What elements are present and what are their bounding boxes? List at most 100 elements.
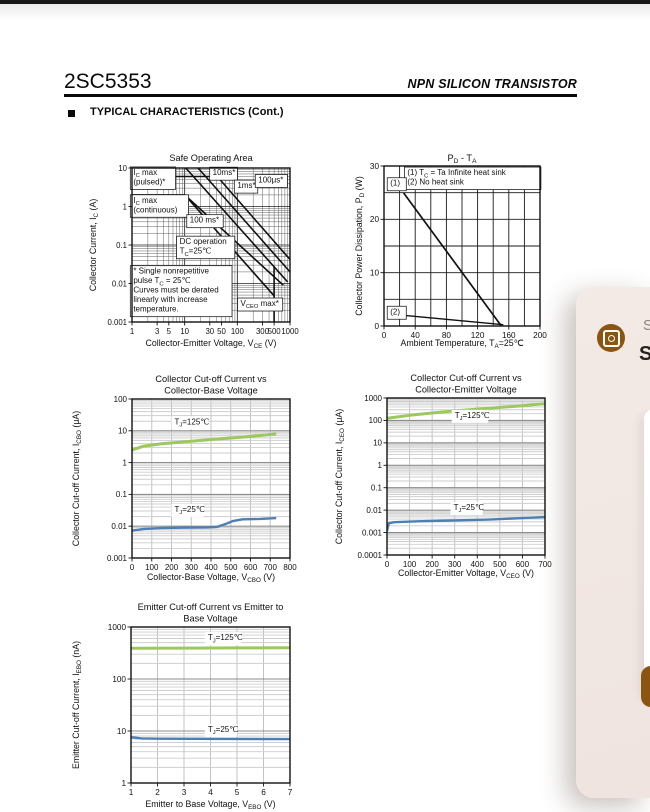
svg-text:IC max: IC max <box>133 196 157 207</box>
svg-text:0.0001: 0.0001 <box>358 551 383 560</box>
svg-text:TJ=125℃: TJ=125℃ <box>455 411 490 422</box>
header-rule <box>64 94 577 97</box>
svg-text:10: 10 <box>180 327 189 336</box>
svg-text:200: 200 <box>425 560 439 569</box>
svg-text:0.01: 0.01 <box>111 522 127 531</box>
svg-text:200: 200 <box>533 331 547 340</box>
panel-card <box>644 409 650 699</box>
svg-text:7: 7 <box>288 788 293 797</box>
section-bullet <box>68 110 75 117</box>
svg-text:Collector-Emitter Voltage, VCE: Collector-Emitter Voltage, VCE (V) <box>146 338 277 350</box>
svg-text:1000: 1000 <box>364 394 382 403</box>
part-number: 2SC5353 <box>64 70 152 93</box>
svg-text:100: 100 <box>403 560 417 569</box>
svg-text:0.01: 0.01 <box>112 279 127 288</box>
svg-text:0.1: 0.1 <box>116 490 128 499</box>
svg-text:(pulsed)*: (pulsed)* <box>133 177 165 186</box>
svg-text:1: 1 <box>378 461 383 470</box>
svg-text:pulse TC = 25℃: pulse TC = 25℃ <box>133 276 190 287</box>
svg-text:Collector-Base Voltage: Collector-Base Voltage <box>164 386 257 396</box>
svg-text:800: 800 <box>283 563 297 572</box>
svg-text:Collector-Emitter Voltage, VCE: Collector-Emitter Voltage, VCEO (V) <box>398 568 534 580</box>
svg-text:0.1: 0.1 <box>116 241 127 250</box>
svg-text:PD - TA: PD - TA <box>448 153 478 165</box>
svg-text:500: 500 <box>493 560 507 569</box>
svg-text:600: 600 <box>516 560 530 569</box>
svg-text:10: 10 <box>373 439 382 448</box>
svg-text:0: 0 <box>382 331 387 340</box>
svg-text:Collector Cut-off Current vs: Collector Cut-off Current vs <box>155 374 267 384</box>
svg-text:1: 1 <box>129 788 134 797</box>
svg-text:300: 300 <box>256 327 270 336</box>
svg-text:1: 1 <box>130 327 134 336</box>
svg-text:30: 30 <box>205 327 214 336</box>
svg-text:Ambient Temperature, TA=25℃: Ambient Temperature, TA=25℃ <box>400 338 523 350</box>
svg-text:Collector Cut-off Current vs: Collector Cut-off Current vs <box>410 373 522 383</box>
svg-text:TJ=25℃: TJ=25℃ <box>454 503 484 514</box>
svg-text:4: 4 <box>208 788 213 797</box>
svg-text:IC max: IC max <box>133 168 157 179</box>
svg-text:linearly with increase: linearly with increase <box>133 295 208 304</box>
svg-text:1: 1 <box>121 779 126 788</box>
chart-pdta: (1) TC = Ta Infinite heat sink(2) No hea… <box>354 153 547 350</box>
svg-text:Collector-Emitter Voltage: Collector-Emitter Voltage <box>415 385 517 395</box>
svg-text:1ms*: 1ms* <box>237 181 255 190</box>
svg-text:10: 10 <box>117 727 127 736</box>
svg-text:0.1: 0.1 <box>371 484 383 493</box>
svg-text:TJ=125℃: TJ=125℃ <box>208 633 243 644</box>
side-panel: S S <box>576 287 650 798</box>
svg-text:0: 0 <box>130 563 135 572</box>
svg-text:Safe Operating Area: Safe Operating Area <box>169 153 253 163</box>
svg-text:TJ=125℃: TJ=125℃ <box>174 417 209 428</box>
badge-dot-glyph <box>607 334 615 342</box>
svg-text:700: 700 <box>264 563 278 572</box>
svg-text:(continuous): (continuous) <box>133 205 177 214</box>
svg-text:Collector-Base Voltage, VCBO (: Collector-Base Voltage, VCBO (V) <box>147 572 275 584</box>
svg-text:3: 3 <box>182 788 187 797</box>
svg-text:0.001: 0.001 <box>107 554 128 563</box>
svg-text:TJ=25℃: TJ=25℃ <box>174 505 204 516</box>
app-badge-icon <box>597 324 625 352</box>
svg-text:160: 160 <box>502 331 516 340</box>
svg-text:100 ms*: 100 ms* <box>190 216 219 225</box>
svg-text:80: 80 <box>442 331 452 340</box>
svg-text:1: 1 <box>123 202 127 211</box>
svg-text:Base Voltage: Base Voltage <box>183 614 237 624</box>
section-title: TYPICAL CHARACTERISTICS (Cont.) <box>90 106 284 118</box>
svg-text:temperature.: temperature. <box>133 305 178 314</box>
svg-text:600: 600 <box>244 563 258 572</box>
svg-text:120: 120 <box>471 331 485 340</box>
svg-text:3: 3 <box>155 327 159 336</box>
svg-text:VCEO max*: VCEO max* <box>241 299 279 310</box>
panel-button[interactable] <box>641 666 650 707</box>
panel-partial-label: S <box>643 317 650 334</box>
svg-text:100: 100 <box>145 563 159 572</box>
svg-text:100: 100 <box>231 327 245 336</box>
svg-text:(1) TC = Ta Infinite heat sink: (1) TC = Ta Infinite heat sink <box>407 168 506 179</box>
chart-cbo: TJ=125℃TJ=25℃0 100 200 300 400 500 600 700 80010… <box>71 374 297 584</box>
svg-text:100: 100 <box>112 675 126 684</box>
svg-text:10: 10 <box>118 164 127 173</box>
svg-text:5: 5 <box>235 788 240 797</box>
svg-text:400: 400 <box>471 560 485 569</box>
svg-text:Collector Cut-off Current, ICB: Collector Cut-off Current, ICBO (μA) <box>71 411 83 546</box>
svg-text:Emitter Cut-off Current vs Emi: Emitter Cut-off Current vs Emitter to <box>138 602 284 612</box>
svg-text:1000: 1000 <box>108 623 127 632</box>
svg-text:2: 2 <box>155 788 160 797</box>
svg-text:200: 200 <box>165 563 179 572</box>
chart-ebo: TJ=125℃ TJ=25℃ 1 2 3 4 5 6 7 1000 100 10 1 Emitter Cu… <box>71 602 293 811</box>
svg-text:300: 300 <box>185 563 199 572</box>
svg-text:Collector Cut-off Current, ICE: Collector Cut-off Current, ICEO (μA) <box>334 409 346 544</box>
svg-text:1: 1 <box>123 458 128 467</box>
svg-text:0.001: 0.001 <box>107 318 127 327</box>
svg-text:0: 0 <box>385 560 390 569</box>
svg-text:Curves must be derated: Curves must be derated <box>133 286 218 295</box>
svg-text:300: 300 <box>448 560 462 569</box>
svg-text:10ms*: 10ms* <box>213 168 236 177</box>
svg-text:400: 400 <box>204 563 218 572</box>
svg-text:100μs*: 100μs* <box>258 176 283 185</box>
svg-text:30: 30 <box>370 162 380 171</box>
svg-text:0.01: 0.01 <box>366 506 382 515</box>
doc-type-title: NPN SILICON TRANSISTOR <box>407 77 577 91</box>
badge-square-glyph <box>602 329 620 347</box>
